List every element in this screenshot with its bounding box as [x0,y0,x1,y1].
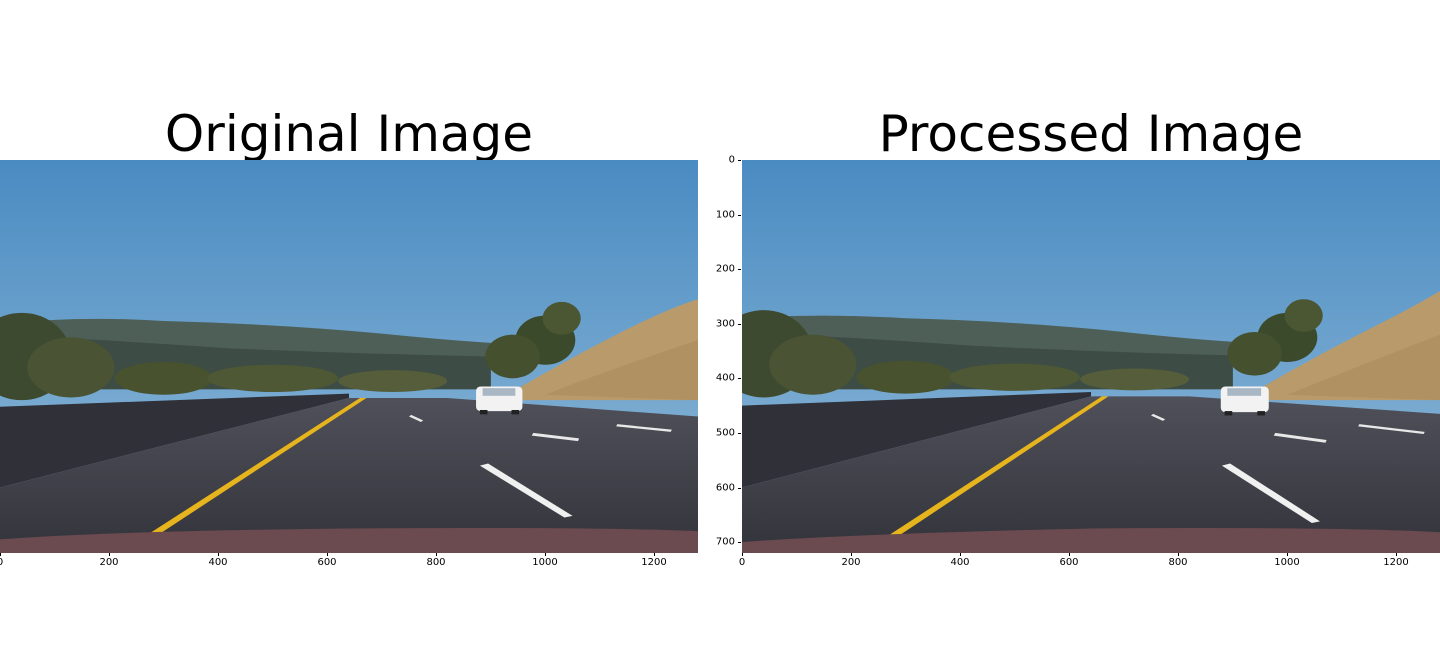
right-x-tickmark [1287,553,1288,556]
right-y-tick: 200 [715,263,735,275]
right-x-tickmark [851,553,852,556]
right-y-tickmark [738,542,741,543]
original-image [0,160,698,553]
right-x-tickmark [1178,553,1179,556]
right-x-tickmark [960,553,961,556]
right-y-tickmark [738,488,741,489]
right-x-tick: 200 [841,557,861,568]
left-x-tick: 400 [208,557,228,568]
right-x-tickmark [1069,553,1070,556]
left-x-tickmark [218,553,219,556]
left-panel-title: Original Image [164,105,534,163]
left-x-tickmark [0,553,1,556]
right-x-tick: 1200 [1383,557,1409,568]
right-y-tickmark [738,215,741,216]
left-panel: Original Image [0,105,698,568]
right-y-tickmark [738,269,741,270]
right-x-tick: 400 [950,557,970,568]
right-y-tick: 100 [715,209,735,221]
right-x-tick: 1000 [1274,557,1300,568]
left-x-tickmark [436,553,437,556]
right-y-tick: 600 [715,482,735,494]
left-x-tickmark [545,553,546,556]
right-x-tickmark [1396,553,1397,556]
right-y-tick: 700 [715,536,735,548]
left-x-tickmark [109,553,110,556]
right-y-tickmark [738,324,741,325]
processed-road-photo [742,160,1440,553]
left-x-tick: 600 [317,557,337,568]
right-x-tick: 0 [738,557,746,568]
right-y-tick: 400 [715,372,735,384]
right-y-tickmark [738,160,741,161]
right-x-tickmark [742,553,743,556]
left-x-tick: 200 [99,557,119,568]
left-x-tickmark [654,553,655,556]
right-panel-title: Processed Image [878,105,1304,163]
left-x-tickmark [327,553,328,556]
right-y-tickmark [738,433,741,434]
original-road-photo [0,160,698,553]
right-x-tick: 800 [1168,557,1188,568]
right-panel: Processed Image [700,0,1440,648]
right-x-tick: 600 [1059,557,1079,568]
processed-image [742,160,1440,553]
left-x-tick: 1000 [532,557,558,568]
left-x-tick: 800 [426,557,446,568]
right-y-tick: 300 [715,318,735,330]
left-x-tick: 1200 [641,557,667,568]
right-y-tick: 0 [728,154,735,166]
right-y-tickmark [738,378,741,379]
left-x-tick: 0 [0,557,3,568]
right-y-tick: 500 [715,427,735,439]
